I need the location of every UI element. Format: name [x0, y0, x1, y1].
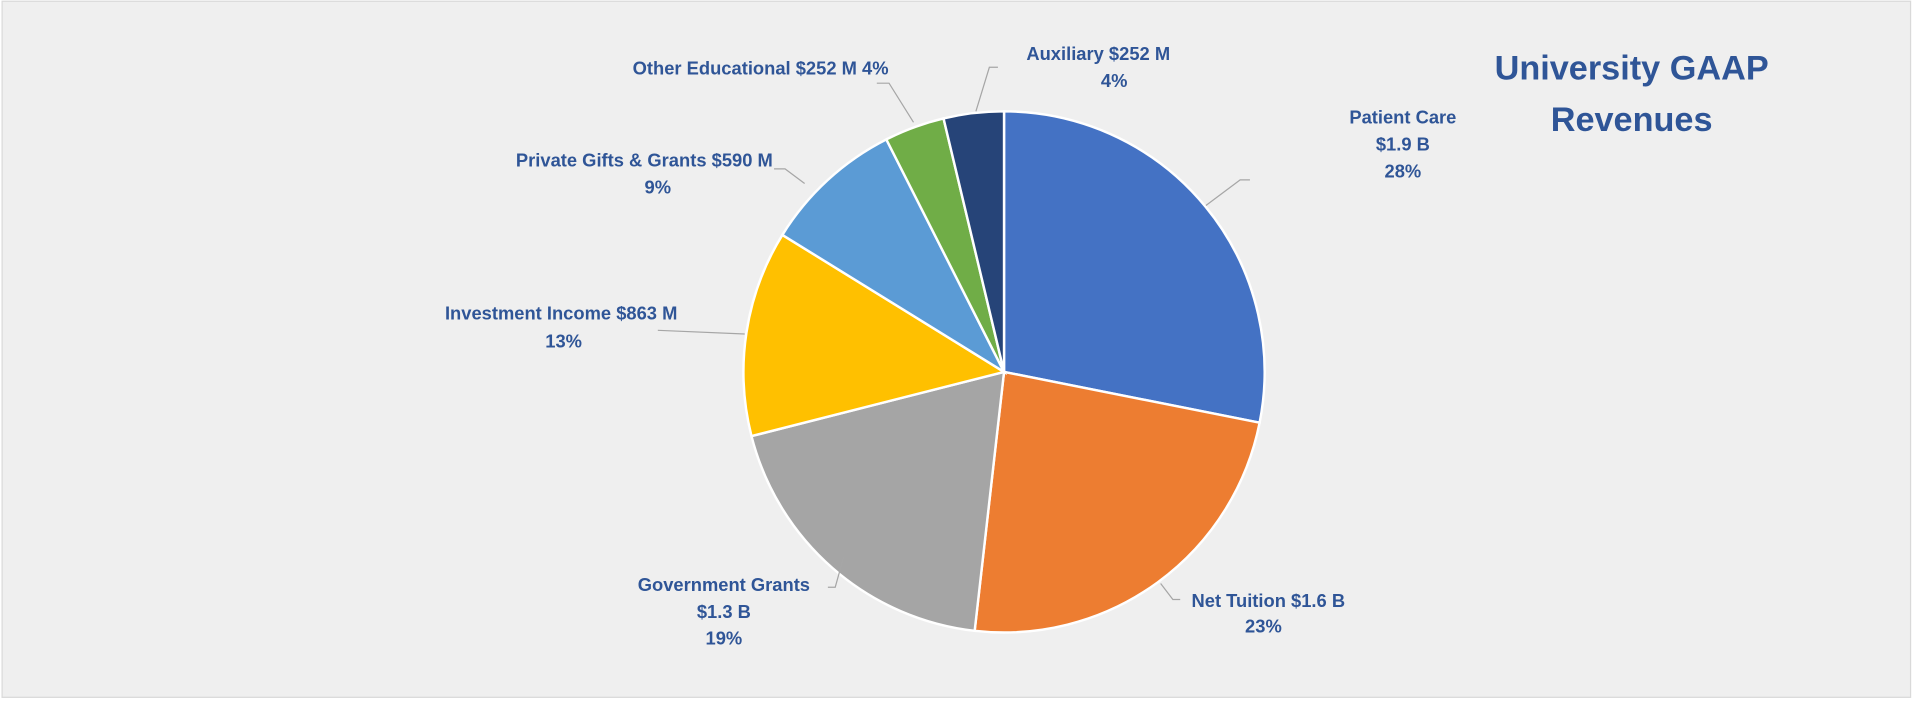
slice-auxiliary: [942, 110, 1006, 373]
chart-title-line-2: Revenues: [1551, 101, 1713, 139]
label-patient-care-percent: 28%: [1385, 160, 1422, 181]
label-private-gifts-percent: 9%: [645, 176, 672, 197]
leader-private-gifts: [774, 168, 805, 184]
leader-other-educational: [876, 82, 915, 123]
label-investment-income-percent: 13%: [545, 330, 582, 351]
slice-patient-care: [1002, 110, 1266, 425]
slice-investment-income: [742, 233, 1008, 438]
leader-net-tuition: [1160, 583, 1181, 601]
label-patient-care-value: $1.9 B: [1376, 133, 1430, 154]
label-net-tuition-percent: 23%: [1245, 615, 1282, 636]
leader-auxiliary: [975, 66, 998, 112]
leader-government-grants: [827, 556, 845, 588]
slice-government-grants: [750, 370, 1006, 633]
leader-patient-care: [1205, 179, 1250, 207]
chart-title-line-1: University GAAP: [1495, 50, 1769, 88]
slice-net-tuition: [973, 370, 1262, 634]
label-net-tuition-name: Net Tuition $1.6 B: [1192, 590, 1346, 611]
label-patient-care-name: Patient Care: [1349, 107, 1456, 128]
label-other-educational: Other Educational $252 M 4%: [633, 58, 889, 79]
label-investment-income-name: Investment Income $863 M: [445, 302, 677, 323]
label-private-gifts-name: Private Gifts & Grants $590 M: [516, 149, 773, 170]
label-government-grants-name: Government Grants: [638, 574, 810, 595]
leader-investment-income: [657, 329, 745, 335]
label-government-grants-percent: 19%: [706, 628, 743, 649]
label-government-grants-value: $1.3 B: [697, 601, 751, 622]
label-auxiliary-name: Auxiliary $252 M: [1026, 43, 1170, 64]
slice-private-gifts-grants: [780, 137, 1008, 376]
label-auxiliary-percent: 4%: [1101, 70, 1128, 91]
